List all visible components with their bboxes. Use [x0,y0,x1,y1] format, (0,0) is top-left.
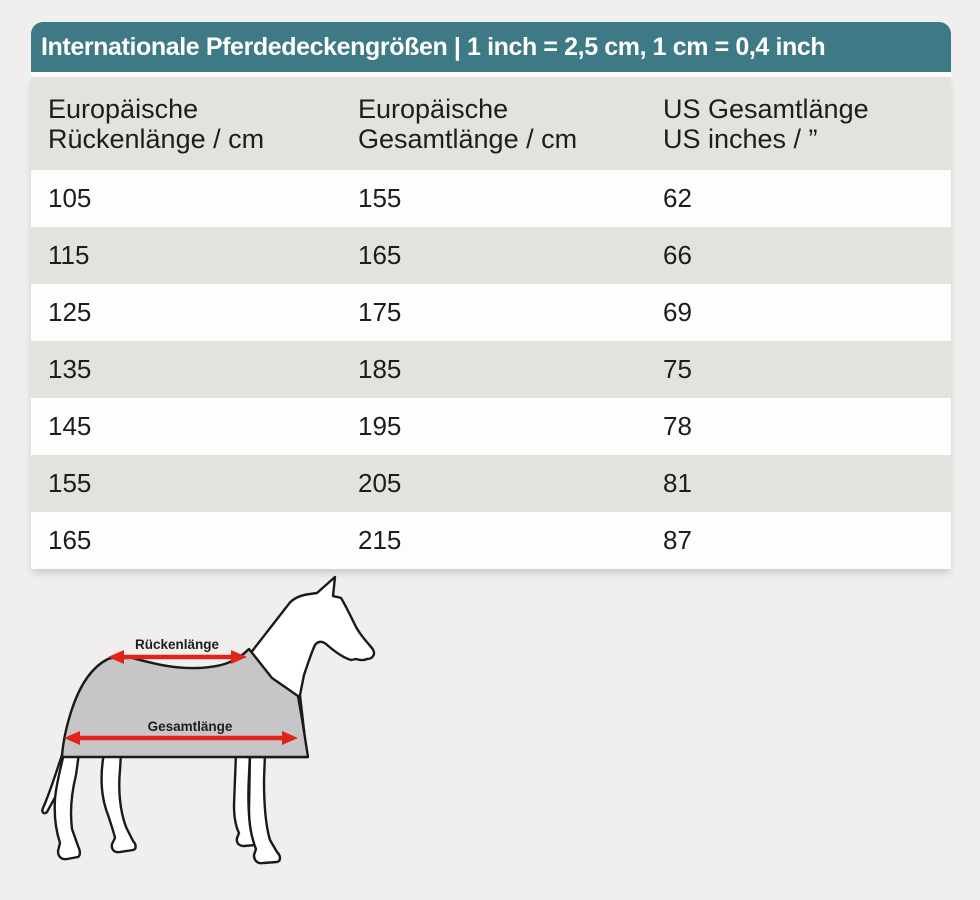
cell-total-length: 175 [358,297,402,327]
column-header-us-total-length: US Gesamtlänge US inches / ” [663,77,951,170]
table-row: 145 195 78 [31,398,951,455]
cell-back-length: 155 [48,468,92,498]
size-chart: Internationale Pferdedeckengrößen | 1 in… [31,22,951,569]
size-table: Europäische Rückenlänge / cm Europäische… [31,77,951,569]
column-header-line: Europäische [358,93,509,124]
arrow-right-head-icon [231,650,247,664]
cell-total-length: 185 [358,354,402,384]
column-header-line: US inches / ” [663,123,818,154]
cell-total-length: 155 [358,183,402,213]
column-header-european-total-length: Europäische Gesamtlänge / cm [358,77,663,170]
page-title: Internationale Pferdedeckengrößen | 1 in… [41,32,826,61]
cell-us-inches: 75 [663,354,692,384]
cell-us-inches: 69 [663,297,692,327]
cell-back-length: 105 [48,183,92,213]
arrow-right-head-icon [282,731,298,745]
cell-back-length: 135 [48,354,92,384]
cell-total-length: 165 [358,240,402,270]
title-bar: Internationale Pferdedeckengrößen | 1 in… [31,22,951,72]
horse-front-leg-front [247,751,282,865]
table-row: 165 215 87 [31,512,951,569]
column-header-line: Gesamtlänge / cm [358,123,578,154]
cell-us-inches: 81 [663,468,692,498]
table-row: 155 205 81 [31,455,951,512]
table-header-row: Europäische Rückenlänge / cm Europäische… [31,77,951,170]
back-length-label: Rückenlänge [135,637,220,652]
horse-hind-leg-near [53,751,82,861]
horse-hind-leg-far [100,751,137,854]
cell-back-length: 165 [48,525,92,555]
cell-us-inches: 62 [663,183,692,213]
cell-us-inches: 78 [663,411,692,441]
horse-illustration: Rückenlänge Gesamtlänge [41,575,376,865]
horse-blanket [60,647,310,759]
table-row: 125 175 69 [31,284,951,341]
table-row: 115 165 66 [31,227,951,284]
horse-measurement-diagram: Rückenlänge Gesamtlänge [20,575,400,895]
arrow-left-head-icon [64,731,80,745]
cell-back-length: 125 [48,297,92,327]
back-length-arrow [108,650,247,664]
column-header-line: US Gesamtlänge [663,93,869,124]
column-header-line: Rückenlänge / cm [48,123,265,154]
table-row: 105 155 62 [31,170,951,227]
column-header-line: Europäische [48,93,199,124]
table-row: 135 185 75 [31,341,951,398]
cell-us-inches: 66 [663,240,692,270]
cell-back-length: 115 [48,240,90,270]
divider [31,72,951,77]
arrow-left-head-icon [108,650,124,664]
cell-total-length: 215 [358,525,402,555]
total-length-label: Gesamtlänge [148,719,233,734]
cell-us-inches: 87 [663,525,692,555]
cell-total-length: 195 [358,411,402,441]
total-length-arrow [64,731,298,745]
cell-total-length: 205 [358,468,402,498]
cell-back-length: 145 [48,411,92,441]
column-header-european-back-length: Europäische Rückenlänge / cm [31,77,358,170]
